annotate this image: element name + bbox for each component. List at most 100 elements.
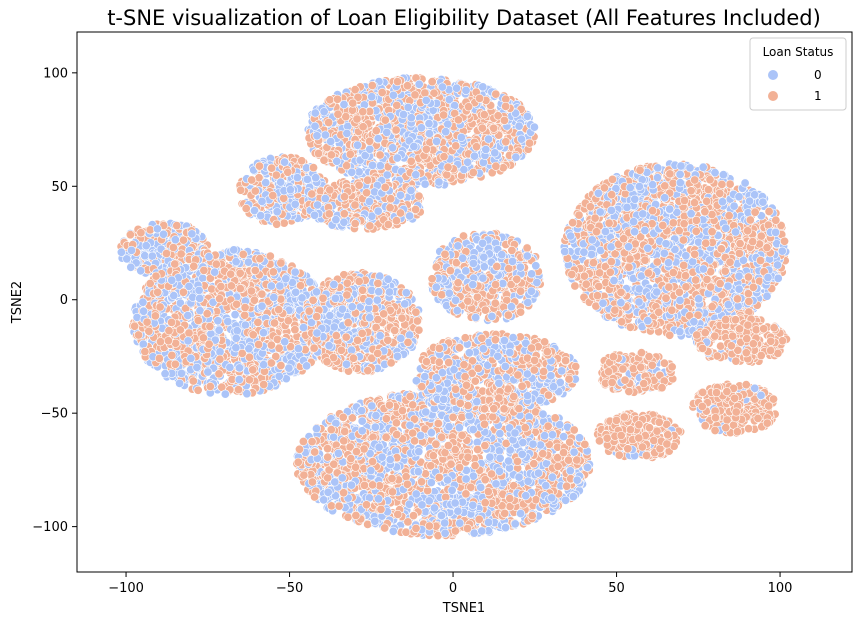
scatter-point-1 [392, 77, 402, 87]
scatter-point-0 [443, 119, 453, 129]
scatter-point-0 [160, 369, 170, 379]
scatter-point-1 [325, 95, 335, 105]
scatter-point-0 [347, 167, 357, 177]
scatter-point-1 [342, 290, 352, 300]
scatter-point-1 [525, 138, 535, 148]
scatter-point-0 [311, 173, 321, 183]
scatter-point-1 [363, 366, 373, 376]
scatter-point-0 [187, 229, 197, 239]
scatter-point-0 [341, 359, 351, 369]
scatter-point-0 [478, 82, 488, 92]
scatter-point-0 [421, 95, 431, 105]
scatter-point-1 [427, 77, 437, 87]
scatter-point-1 [308, 295, 318, 305]
scatter-point-1 [390, 325, 400, 335]
scatter-point-1 [453, 115, 463, 125]
scatter-point-1 [276, 360, 286, 370]
scatter-point-1 [402, 81, 412, 91]
scatter-point-1 [491, 161, 501, 171]
scatter-point-0 [392, 153, 402, 163]
scatter-point-1 [154, 353, 164, 363]
scatter-point-1 [414, 325, 424, 335]
scatter-point-0 [243, 257, 253, 267]
scatter-point-1 [184, 328, 194, 338]
scatter-point-0 [452, 83, 462, 93]
scatter-point-1 [489, 123, 499, 133]
scatter-point-1 [155, 302, 165, 312]
scatter-point-1 [304, 306, 314, 316]
scatter-point-0 [463, 157, 473, 167]
scatter-point-0 [364, 197, 374, 207]
scatter-point-1 [348, 353, 358, 363]
scatter-point-1 [205, 321, 215, 331]
scatter-point-1 [255, 254, 265, 264]
scatter-point-0 [127, 245, 137, 255]
scatter-point-0 [292, 173, 302, 183]
scatter-point-0 [259, 360, 269, 370]
scatter-point-1 [439, 110, 449, 120]
scatter-point-1 [464, 102, 474, 112]
scatter-point-1 [491, 89, 501, 99]
scatter-point-0 [167, 275, 177, 285]
scatter-point-1 [358, 285, 368, 295]
scatter-point-1 [333, 109, 343, 119]
scatter-point-1 [385, 203, 395, 213]
scatter-point-1 [255, 161, 265, 171]
scatter-point-0 [469, 151, 479, 161]
scatter-point-0 [232, 326, 242, 336]
scatter-point-1 [343, 318, 353, 328]
scatter-point-1 [268, 267, 278, 277]
scatter-point-1 [205, 381, 215, 391]
scatter-point-0 [312, 200, 322, 210]
scatter-point-0 [382, 127, 392, 137]
scatter-point-0 [373, 206, 383, 216]
scatter-point-0 [319, 107, 329, 117]
scatter-point-1 [269, 318, 279, 328]
scatter-point-0 [403, 102, 413, 112]
scatter-point-1 [380, 182, 390, 192]
scatter-point-0 [483, 134, 493, 144]
scatter-point-1 [136, 228, 146, 238]
scatter-point-1 [257, 289, 267, 299]
scatter-point-1 [363, 175, 373, 185]
scatter-point-0 [231, 257, 241, 267]
scatter-point-1 [341, 112, 351, 122]
scatter-point-1 [235, 268, 245, 278]
scatter-point-1 [331, 331, 341, 341]
scatter-point-1 [421, 144, 431, 154]
scatter-point-1 [216, 281, 226, 291]
scatter-point-1 [167, 317, 177, 327]
scatter-point-0 [192, 362, 202, 372]
scatter-point-0 [374, 287, 384, 297]
scatter-point-1 [312, 312, 322, 322]
scatter-point-1 [367, 81, 377, 91]
scatter-point-1 [241, 204, 251, 214]
scatter-point-1 [439, 152, 449, 162]
scatter-point-1 [397, 313, 407, 323]
scatter-point-0 [210, 267, 220, 277]
scatter-point-1 [145, 278, 155, 288]
scatter-point-0 [138, 297, 148, 307]
chart-title: t-SNE visualization of Loan Eligibility … [107, 6, 821, 30]
scatter-point-0 [383, 274, 393, 284]
scatter-point-0 [342, 128, 352, 138]
scatter-point-1 [443, 162, 453, 172]
scatter-point-1 [266, 340, 276, 350]
scatter-point-1 [250, 186, 260, 196]
scatter-point-0 [414, 79, 424, 89]
scatter-point-1 [468, 168, 478, 178]
scatter-point-0 [240, 320, 250, 330]
scatter-point-0 [256, 211, 266, 221]
scatter-point-0 [311, 287, 321, 297]
scatter-point-1 [176, 249, 186, 259]
scatter-point-1 [167, 350, 177, 360]
scatter-point-0 [293, 344, 303, 354]
scatter-point-0 [330, 293, 340, 303]
scatter-point-1 [253, 317, 263, 327]
scatter-point-1 [383, 335, 393, 345]
scatter-point-1 [471, 142, 481, 152]
scatter-point-0 [266, 281, 276, 291]
scatter-point-0 [424, 119, 434, 129]
scatter-point-0 [214, 325, 224, 335]
scatter-point-0 [186, 353, 196, 363]
